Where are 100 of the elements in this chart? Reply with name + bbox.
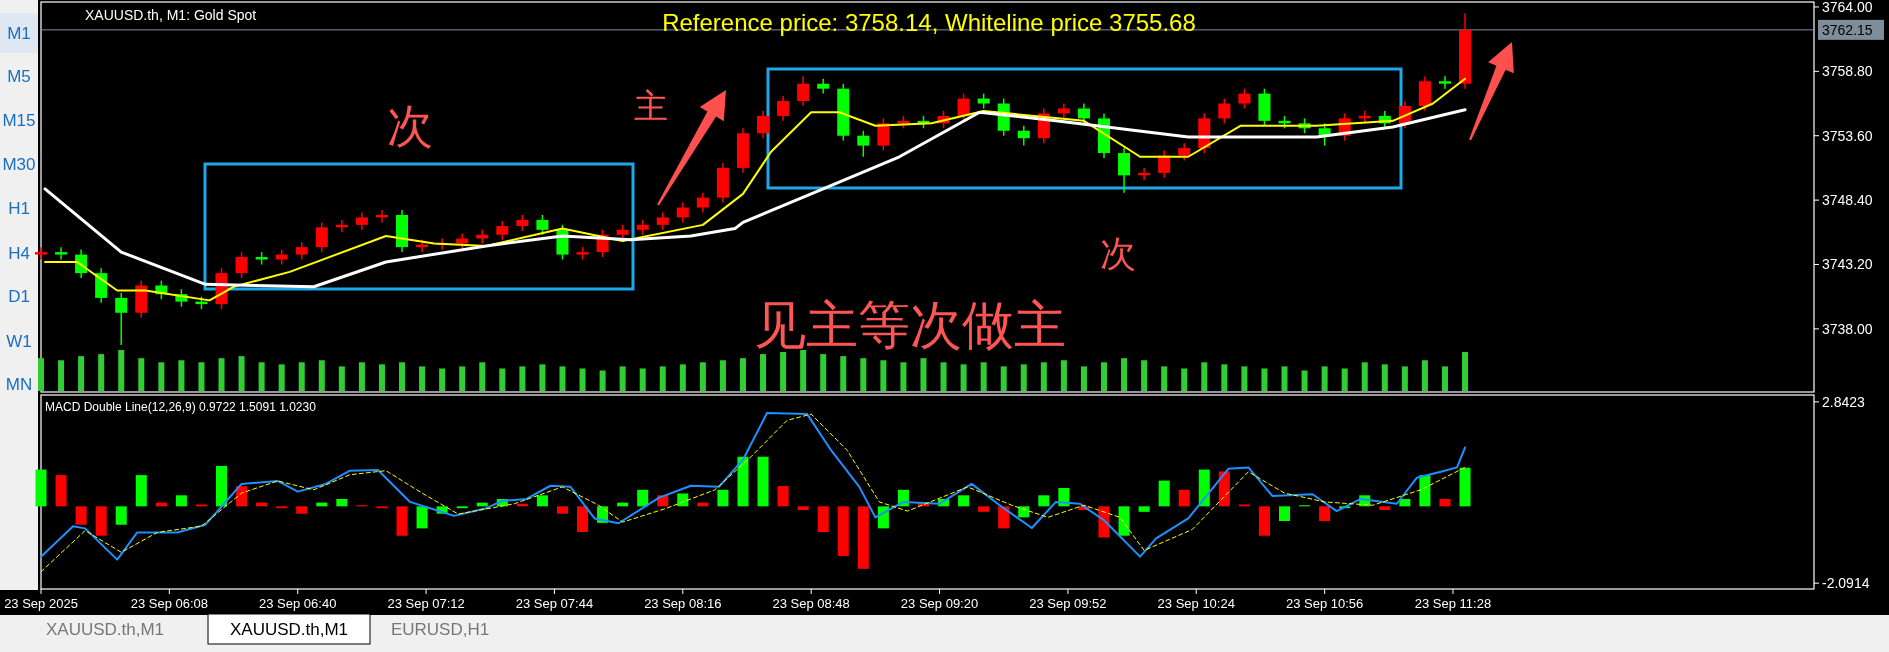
bar [459,366,466,391]
candlestick [115,292,128,346]
bar [1221,364,1228,391]
y-tick-label: 2.8423 [1822,393,1866,410]
bar [35,469,47,507]
candlestick [696,191,709,214]
x-tick-label: 23 Sep 10:56 [1285,596,1364,611]
candlestick [235,251,248,279]
candlestick [1438,75,1451,90]
bar [599,370,606,391]
bar [358,362,365,391]
bar [178,360,185,391]
annotation: 见主等次做主 [754,296,1066,354]
candlestick [55,246,68,261]
bar [78,356,85,391]
bar [138,358,145,391]
bar [37,358,45,391]
bar [479,362,486,391]
bar [175,495,187,507]
bar [1459,467,1471,507]
bar [1381,364,1388,391]
text: EURUSD,H1 [390,620,490,639]
bar [1020,364,1027,391]
x-tick-label: 23 Sep 09:52 [1029,596,1107,611]
bar [115,506,127,525]
candlestick [536,214,549,236]
bar [860,358,867,391]
bar [118,350,125,391]
x-tick-label: 23 Sep 07:12 [387,596,465,611]
bar [1201,362,1208,391]
bar [1401,366,1408,391]
annotation: 次 [1100,233,1136,274]
bar [777,486,789,507]
bar [396,506,408,536]
bar [1419,475,1431,507]
bar [198,362,205,391]
bar [1000,366,1007,391]
bar [55,475,67,507]
bar [519,366,526,391]
ref-line-label: 3762.15 [1822,21,1873,38]
x-tick-label: 23 Sep 06:08 [130,596,209,611]
bar [579,368,586,391]
candlestick [757,110,770,139]
bar [940,362,947,391]
bar [800,350,807,391]
bar [215,465,228,507]
bar [978,506,990,512]
bar [717,489,729,507]
bar [998,506,1010,529]
candlestick [676,201,689,224]
bar [619,366,626,391]
bar [1060,360,1067,391]
candlestick [34,246,48,261]
x-tick-label: 23 Sep 10:24 [1157,596,1235,611]
bar [1281,366,1288,391]
x-tick-label: 23 Sep 08:16 [644,596,722,611]
x-tick-label: 23 Sep 08:48 [772,596,850,611]
bar [1118,506,1130,536]
bar [900,362,907,391]
candlestick [1238,87,1251,110]
bar [837,506,849,556]
bar [1161,366,1168,391]
x-tick-label: 23 Sep 09:20 [900,596,979,611]
bar [739,358,746,391]
bar [1261,368,1268,391]
annotation: Reference price: 3758.14, Whiteline price 3755.68 [662,9,1196,36]
bar [1301,370,1308,391]
bar [1462,352,1469,391]
y-tick-label: 3738.00 [1822,320,1873,337]
bar [1341,368,1348,391]
text: M15 [2,111,36,130]
bar [298,362,305,391]
bar [135,475,147,507]
y-tick-label: 3764.00 [1822,0,1873,15]
bar [1439,498,1451,507]
bar [1158,480,1170,507]
text: MN [5,375,33,394]
bar [1379,506,1391,510]
candlestick [857,130,870,158]
y-tick-label: 3743.20 [1822,256,1873,273]
y-tick-label: 3753.60 [1822,127,1873,144]
bar [419,366,426,391]
chart-title: XAUUSD.th, M1: Gold Spot [85,7,257,23]
annotation: 次 [387,100,433,152]
x-tick-label: 23 Sep 11:28 [1414,596,1492,611]
bar [439,368,446,391]
bar [1121,358,1128,391]
bar [556,506,568,514]
bar [336,498,348,507]
bar [679,364,686,391]
bar [797,506,809,510]
text: XAUUSD.th,M1 [45,620,165,639]
bar [1040,362,1047,391]
bar [95,506,107,536]
candlestick [957,92,970,122]
text: M1 [7,24,31,43]
bar [75,506,87,525]
candlestick [315,221,328,253]
bar [258,362,265,391]
text: H1 [8,199,30,218]
